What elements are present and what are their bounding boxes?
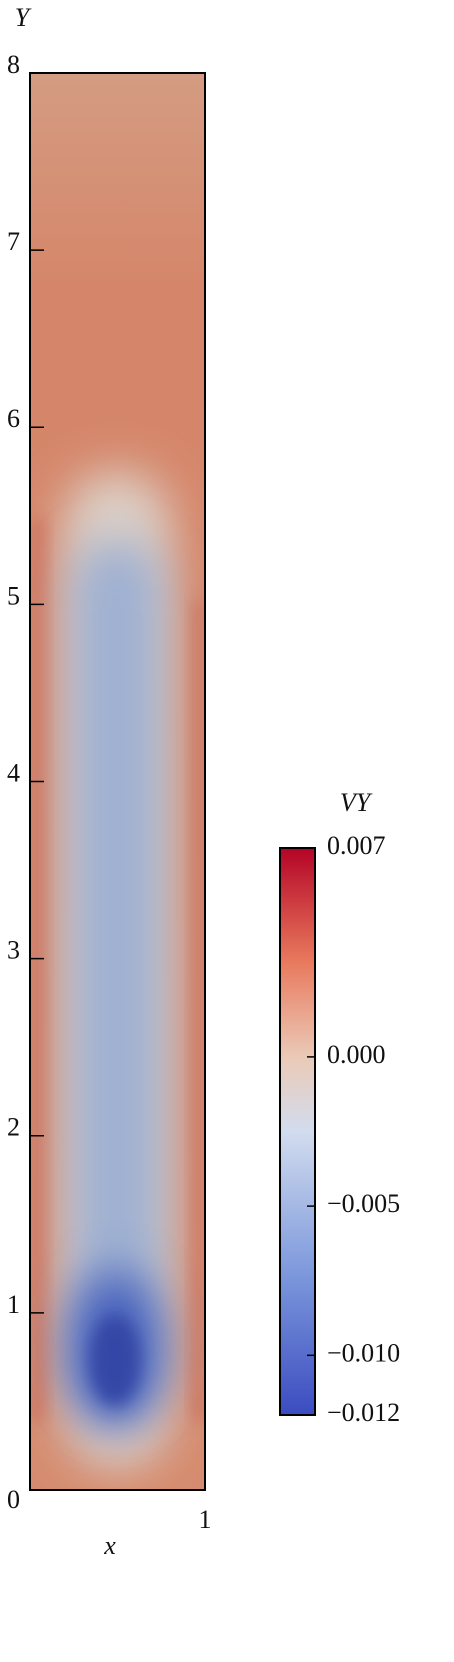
colorbar-tick-label: −0.010 [327, 1338, 400, 1367]
colorbar-label: VY [340, 788, 373, 817]
y-tick-label: 4 [7, 758, 20, 787]
field [30, 73, 205, 1490]
y-tick-label: 0 [7, 1485, 20, 1514]
y-tick-label: 7 [7, 227, 20, 256]
y-tick-label: 3 [7, 936, 20, 965]
colorbar-tick-label: 0.000 [327, 1040, 386, 1069]
y-tick-label: 8 [7, 50, 20, 79]
y-tick-label: 2 [7, 1113, 20, 1142]
colorbar-tick-label: −0.005 [327, 1189, 400, 1218]
y-tick-label: 6 [7, 404, 20, 433]
x-tick-label: 1 [199, 1505, 212, 1534]
colorbar [279, 847, 316, 1416]
colorbar-tick-label: 0.007 [327, 831, 386, 860]
y-tick-label: 1 [7, 1290, 20, 1319]
y-tick-label: 5 [7, 581, 20, 610]
x-axis-label: x [103, 1531, 116, 1560]
colorbar-tick-label: −0.012 [327, 1398, 400, 1427]
y-axis-label: Y [15, 3, 32, 32]
